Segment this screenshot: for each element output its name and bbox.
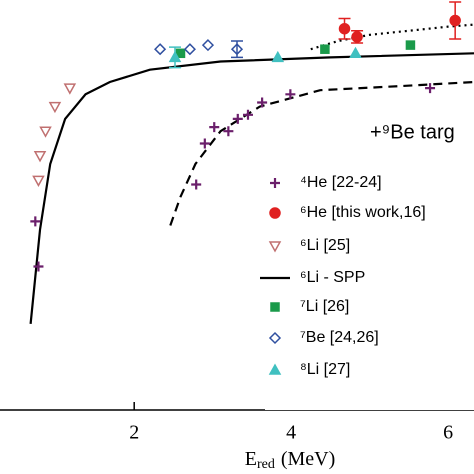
x-tick-label: 2 [129,422,139,444]
marker [63,83,77,95]
marker [230,43,244,56]
legend-label: ⁷Be [24,26] [300,329,379,346]
marker [349,46,362,59]
marker [33,261,44,272]
x-label-unit: (MeV) [281,448,335,470]
marker [268,241,282,253]
marker [338,22,351,35]
legend-label: ⁶He [this work,16] [300,204,426,221]
legend-label: ⁷Li [26] [300,298,349,315]
marker [191,179,202,190]
marker [209,122,220,133]
marker [242,109,253,120]
marker [269,207,281,219]
marker [271,50,285,63]
marker [39,126,52,138]
marker [30,216,41,227]
marker [405,40,416,50]
marker [175,48,186,59]
legend-title: +⁹Be targ [370,121,455,143]
marker [257,97,268,108]
marker [268,331,282,345]
x-tick-label: 4 [286,422,296,444]
legend-label: ⁸Li [27] [300,361,350,378]
curve [169,80,474,226]
legend-label: ⁶Li [25] [300,237,350,254]
marker [154,43,167,56]
marker [425,83,436,94]
marker [201,39,215,52]
marker [351,31,363,43]
marker [33,151,47,163]
x-label-sub: red [257,457,275,472]
marker [183,43,196,56]
x-axis-label: Ered (MeV) [245,448,336,473]
marker [168,50,182,63]
marker [268,363,282,375]
marker [48,101,62,114]
marker [320,44,330,54]
marker [223,126,234,137]
legend-label: ⁴He [22-24] [300,174,382,191]
marker [449,14,461,27]
x-tick-label: 6 [443,422,453,444]
marker [199,138,210,149]
marker [32,175,45,187]
marker [270,178,280,188]
legend-box [265,148,474,410]
marker [285,89,296,100]
marker [270,302,280,312]
marker [232,113,243,124]
x-label-main: E [245,448,257,470]
legend-label: ⁶Li - SPP [300,269,365,286]
